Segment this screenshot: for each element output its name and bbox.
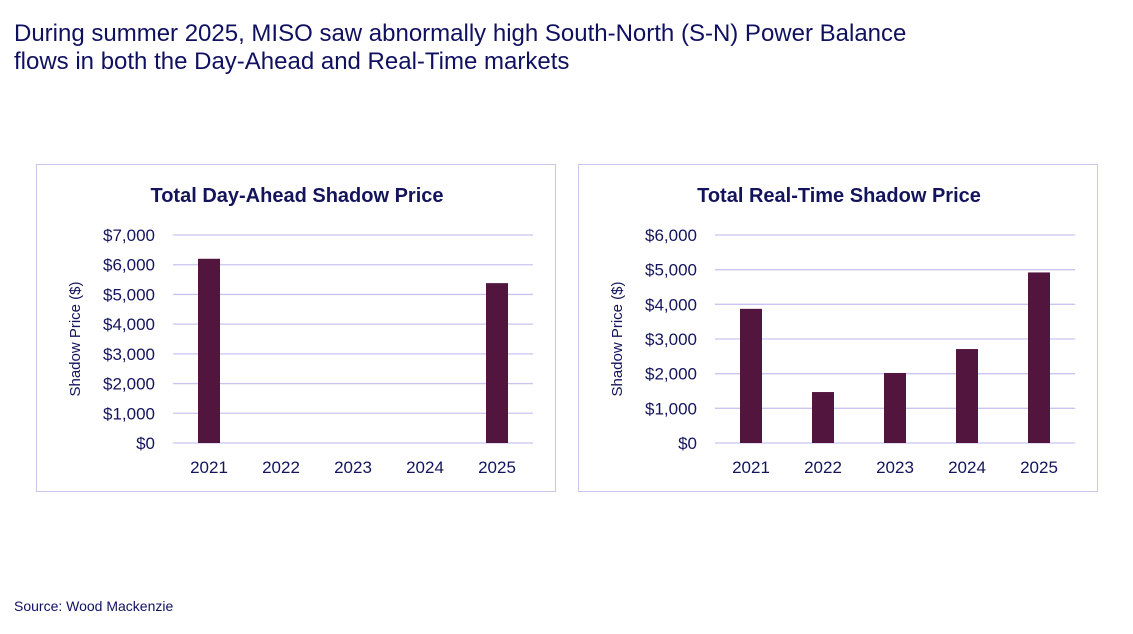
real-time-x-tick-label: 2025 xyxy=(1020,458,1058,477)
day-ahead-y-tick-label: $5,000 xyxy=(103,285,155,304)
real-time-y-tick-label: $4,000 xyxy=(645,295,697,314)
source-note: Source: Wood Mackenzie xyxy=(14,598,174,614)
day-ahead-y-axis-label: Shadow Price ($) xyxy=(67,281,84,396)
real-time-y-tick-label: $5,000 xyxy=(645,261,697,280)
real-time-x-tick-label: 2023 xyxy=(876,458,914,477)
day-ahead-x-tick-label: 2025 xyxy=(478,458,516,477)
day-ahead-y-tick-label: $3,000 xyxy=(103,345,155,364)
real-time-y-tick-label: $0 xyxy=(678,434,697,453)
day-ahead-chart-panel: Total Day-Ahead Shadow Price $0 $1,000 $2,0… xyxy=(36,164,556,492)
real-time-x-tick-label: 2021 xyxy=(732,458,770,477)
day-ahead-y-tick-label: $4,000 xyxy=(103,315,155,334)
headline-line-2: flows in both the Day-Ahead and Real-Tim… xyxy=(14,48,570,75)
real-time-bar xyxy=(740,308,762,443)
page-headline: During summer 2025, MISO saw abnormally … xyxy=(14,20,1074,76)
real-time-y-tick-label: $6,000 xyxy=(645,226,697,245)
real-time-chart: Total Real-Time Shadow Price $0 $1,000 $2,0… xyxy=(609,185,1075,477)
real-time-bar xyxy=(884,372,906,443)
day-ahead-chart-title: Total Day-Ahead Shadow Price xyxy=(150,185,443,207)
day-ahead-y-tick-label: $0 xyxy=(136,434,155,453)
real-time-chart-panel: Total Real-Time Shadow Price $0 $1,000 $2,0… xyxy=(578,164,1098,492)
real-time-y-tick-label: $1,000 xyxy=(645,399,697,418)
day-ahead-y-tick-label: $1,000 xyxy=(103,404,155,423)
real-time-bar xyxy=(812,392,834,443)
real-time-chart-title: Total Real-Time Shadow Price xyxy=(697,185,981,207)
day-ahead-y-tick-label: $7,000 xyxy=(103,226,155,245)
real-time-y-tick-label: $2,000 xyxy=(645,365,697,384)
real-time-bar xyxy=(1028,272,1050,443)
day-ahead-bar xyxy=(486,283,508,443)
day-ahead-y-tick-label: $6,000 xyxy=(103,256,155,275)
headline-line-1: During summer 2025, MISO saw abnormally … xyxy=(14,20,907,47)
real-time-x-tick-label: 2022 xyxy=(804,458,842,477)
day-ahead-chart: Total Day-Ahead Shadow Price $0 $1,000 $2,0… xyxy=(67,185,533,477)
real-time-y-tick-label: $3,000 xyxy=(645,330,697,349)
day-ahead-x-tick-label: 2022 xyxy=(262,458,300,477)
day-ahead-x-tick-label: 2021 xyxy=(190,458,228,477)
real-time-y-axis-label: Shadow Price ($) xyxy=(609,281,626,396)
day-ahead-bar xyxy=(198,258,220,443)
day-ahead-x-tick-label: 2023 xyxy=(334,458,372,477)
day-ahead-x-tick-label: 2024 xyxy=(406,458,444,477)
real-time-x-tick-label: 2024 xyxy=(948,458,986,477)
real-time-bar xyxy=(956,349,978,443)
day-ahead-y-tick-label: $2,000 xyxy=(103,375,155,394)
